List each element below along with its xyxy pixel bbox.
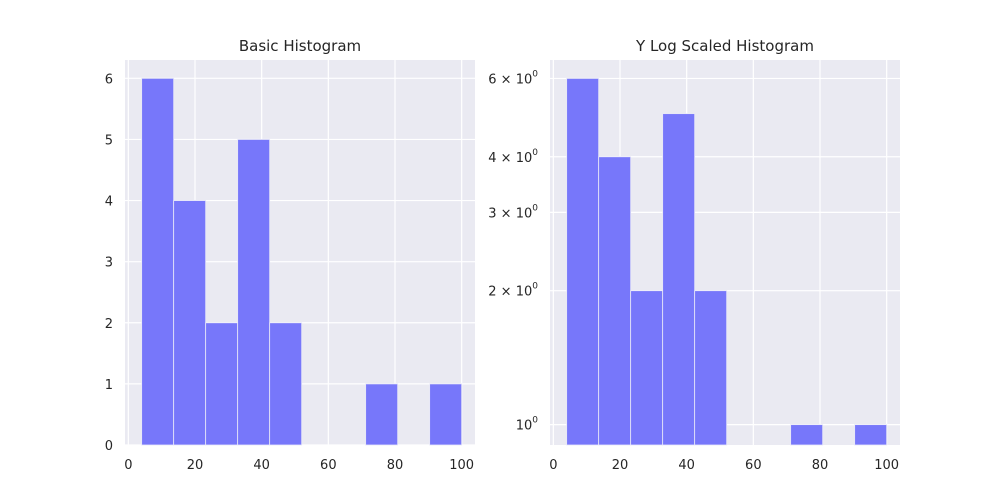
y-tick-mantissa: 2 × — [488, 285, 515, 300]
histogram-bar — [429, 383, 463, 446]
histogram-bar — [854, 424, 888, 446]
y-tick-label: 2 × 100 — [488, 282, 538, 300]
histogram-bar — [790, 424, 824, 446]
x-tick-label: 80 — [387, 458, 404, 473]
x-tick-label: 100 — [874, 458, 899, 473]
y-tick-label: 3 — [105, 256, 113, 271]
histogram-bar — [365, 383, 399, 446]
y-tick-label: 100 — [516, 416, 539, 434]
y-tick-exponent: 0 — [532, 203, 538, 213]
y-tick-label: 0 — [105, 439, 113, 454]
y-tick-exponent: 0 — [532, 416, 538, 426]
y-tick-label: 6 — [105, 72, 113, 87]
y-tick-mantissa: 6 × — [488, 72, 515, 87]
chart-title: Basic Histogram — [239, 37, 361, 55]
x-tick-label: 0 — [549, 458, 557, 473]
histogram-bar — [566, 78, 600, 446]
y-tick-exponent: 0 — [532, 69, 538, 79]
histogram-bar — [662, 113, 696, 446]
chart-title: Y Log Scaled Histogram — [635, 37, 814, 55]
histogram-bar — [205, 322, 239, 446]
y-tick-label: 4 — [105, 195, 113, 210]
subplot-1: Basic Histogram 0 20 40 60 80 100 0 1 2 3 4 5 6 — [105, 37, 475, 473]
x-tick-label: 40 — [253, 458, 270, 473]
x-tick-label: 20 — [187, 458, 204, 473]
x-tick-label: 60 — [320, 458, 337, 473]
y-tick-exponent: 0 — [532, 148, 538, 158]
y-tick-label: 4 × 100 — [488, 148, 538, 166]
x-tick-label: 100 — [449, 458, 474, 473]
histogram-bar — [237, 139, 271, 446]
histogram-bar — [269, 322, 303, 446]
y-tick-mantissa: 3 × — [488, 206, 515, 221]
y-tick-label: 2 — [105, 317, 113, 332]
x-tick-label: 0 — [124, 458, 132, 473]
y-tick-base: 10 — [516, 72, 533, 87]
histogram-bar — [630, 290, 664, 446]
x-tick-label: 80 — [812, 458, 829, 473]
y-tick-label: 3 × 100 — [488, 203, 538, 221]
y-tick-label: 1 — [105, 378, 113, 393]
y-tick-base: 10 — [516, 206, 533, 221]
histogram-bar — [173, 200, 207, 446]
y-tick-label: 5 — [105, 133, 113, 148]
y-tick-base: 10 — [516, 285, 533, 300]
x-tick-label: 60 — [745, 458, 762, 473]
y-tick-exponent: 0 — [532, 282, 538, 292]
histogram-bar — [141, 77, 175, 446]
x-tick-label: 20 — [612, 458, 629, 473]
y-tick-base: 10 — [516, 151, 533, 166]
histogram-bar — [598, 156, 632, 446]
y-tick-base: 10 — [516, 419, 533, 434]
histogram-bar — [694, 290, 728, 446]
y-tick-label: 6 × 100 — [488, 69, 538, 87]
x-tick-label: 40 — [678, 458, 695, 473]
y-tick-mantissa: 4 × — [488, 151, 515, 166]
